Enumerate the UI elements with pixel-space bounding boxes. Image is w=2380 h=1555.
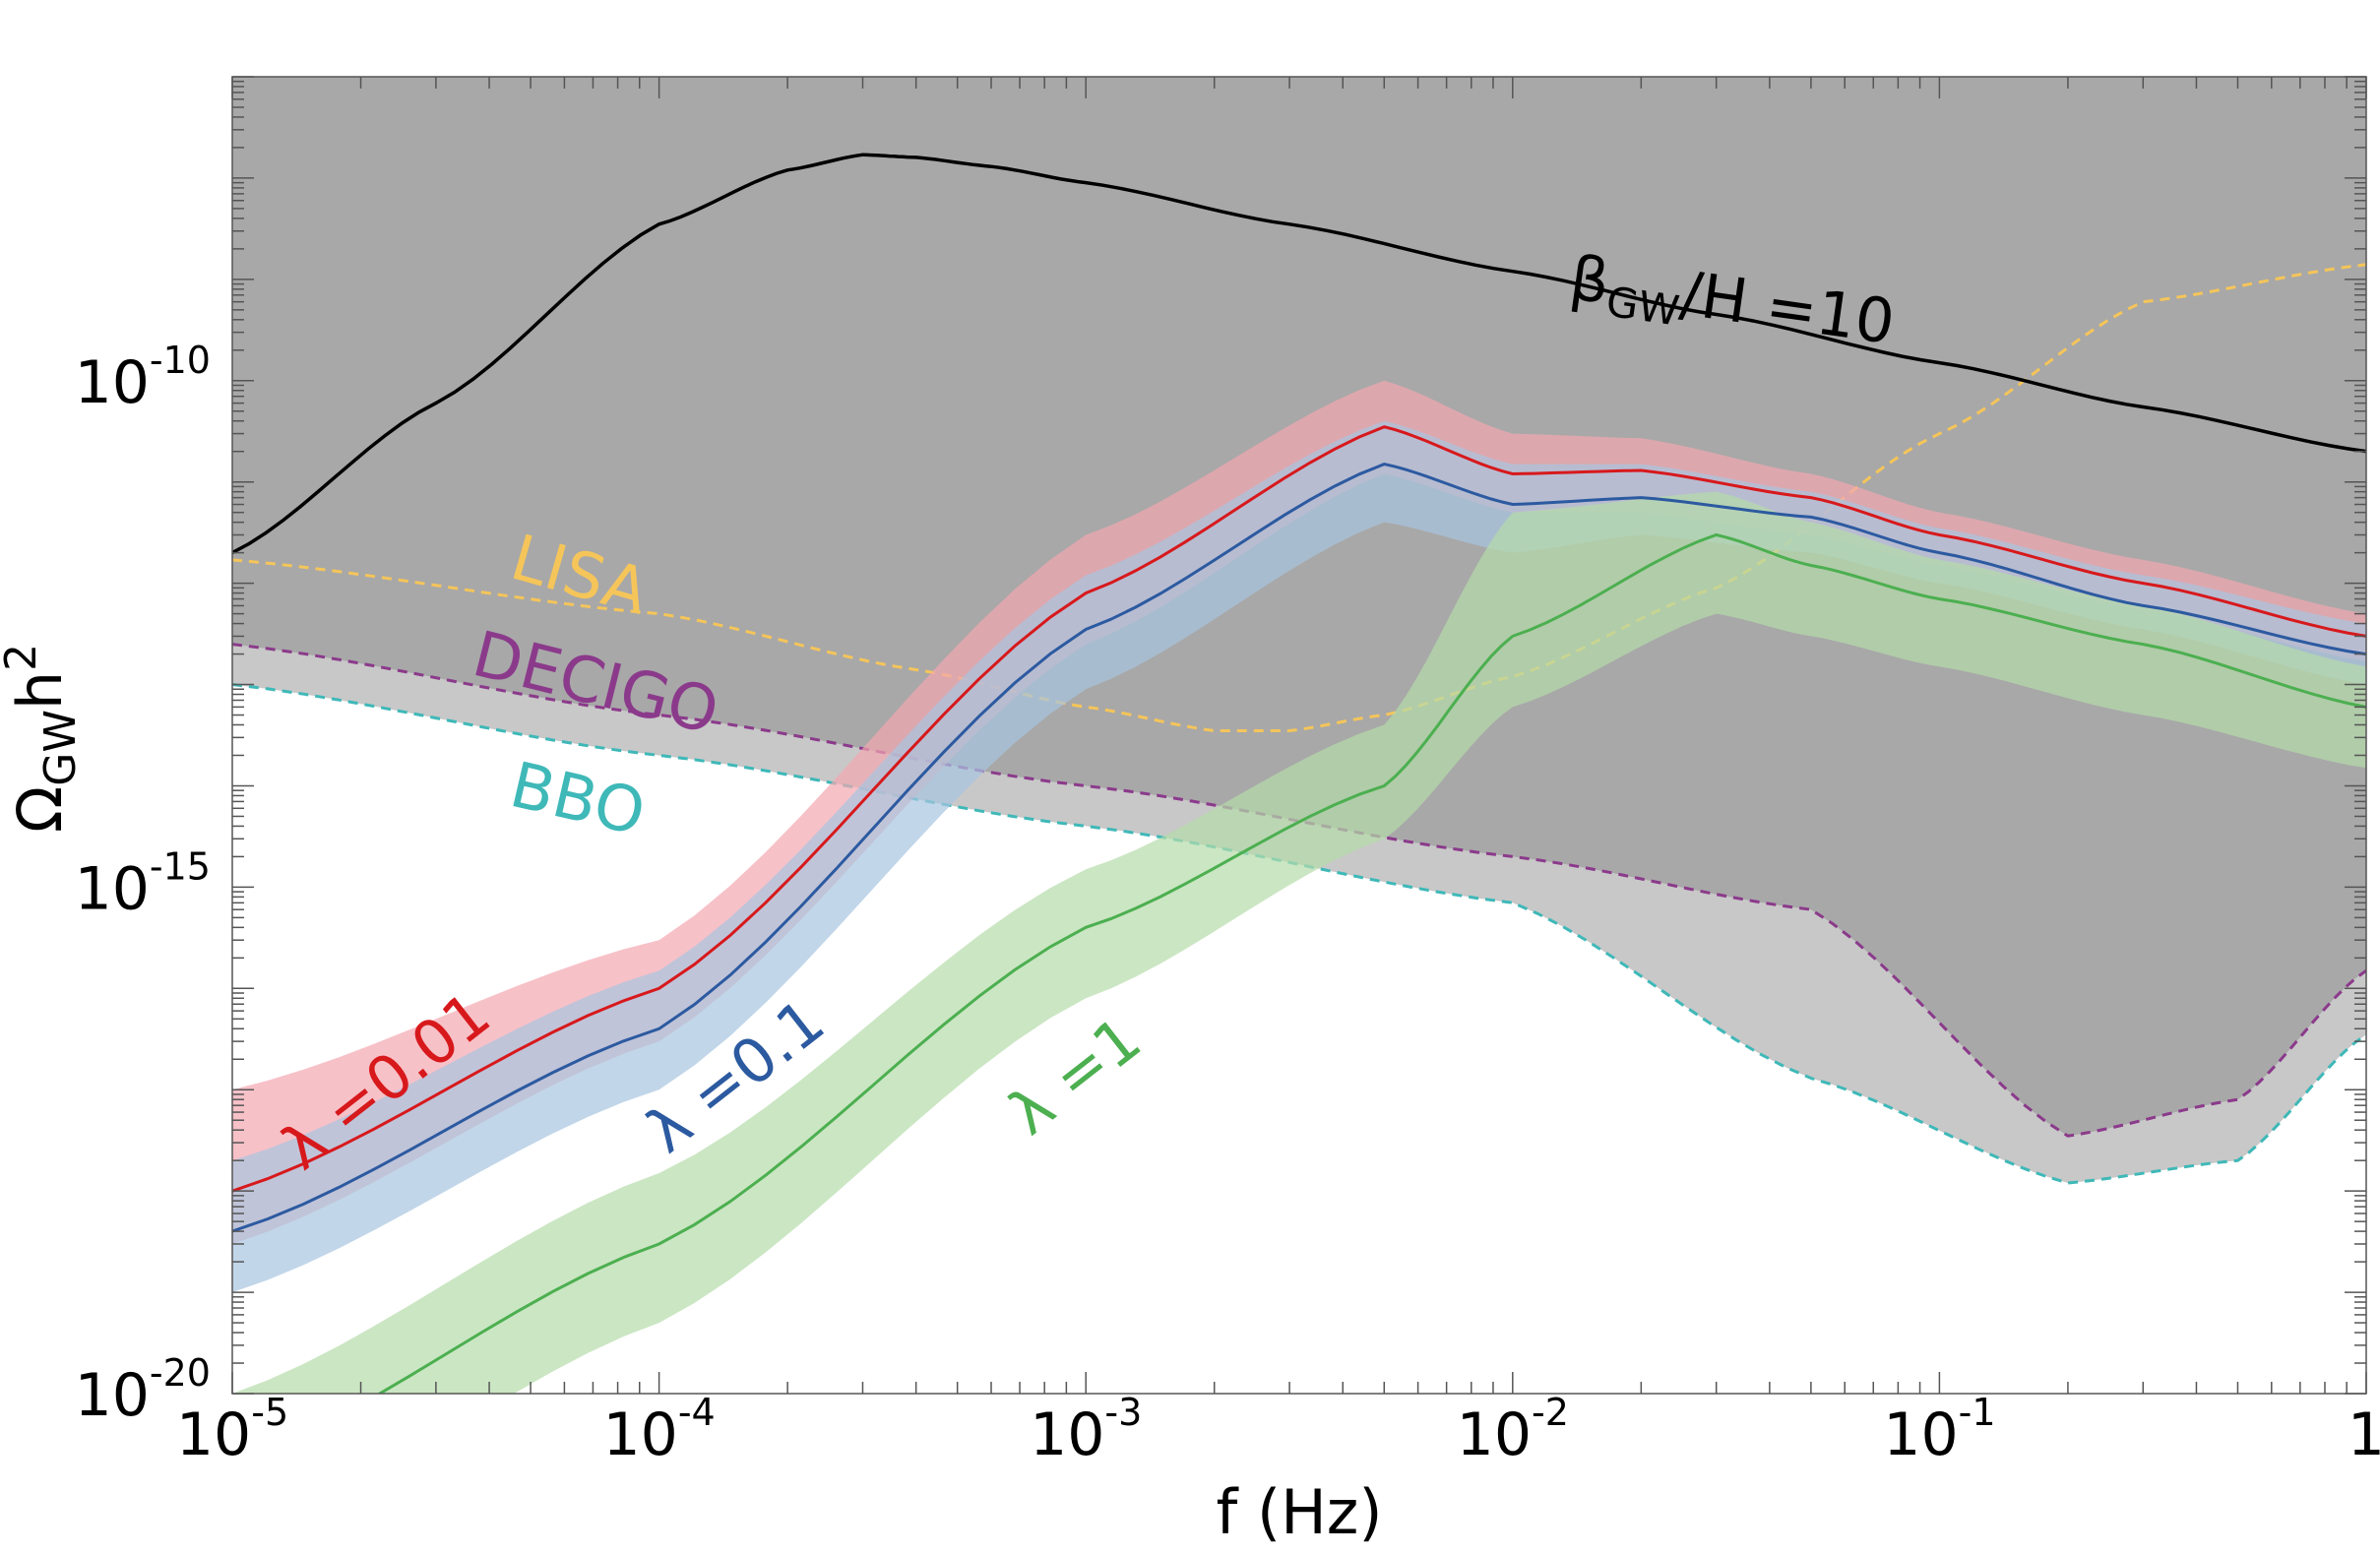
x-tick-label: 10-3	[1030, 1391, 1142, 1469]
x-axis-label: f (Hz)	[1216, 1476, 1382, 1548]
y-axis-label-main: Ω	[4, 786, 76, 833]
y-axis-label: ΩGWh2	[0, 644, 86, 833]
svg-text:ΩGWh2: ΩGWh2	[0, 644, 86, 833]
detector-curve-bbo	[232, 683, 2366, 1185]
y-axis-label-tail: h	[4, 671, 76, 710]
y-axis-label-sub: GW	[35, 710, 86, 786]
detector-curve-lisa	[232, 263, 2366, 732]
x-tick-label: 10-1	[1883, 1391, 1995, 1469]
y-tick-label: 10-10	[75, 339, 211, 417]
y-tick-label: 10-15	[75, 844, 211, 923]
series-line-1	[232, 425, 2366, 1193]
y-axis-label-sup: 2	[0, 644, 46, 671]
x-tick-label: 10-2	[1457, 1391, 1569, 1469]
y-tick-label: 10-20	[75, 1351, 211, 1430]
detector-region-lisa	[232, 77, 2366, 731]
series-line-2	[232, 463, 2366, 1233]
x-tick-label: 1	[2348, 1400, 2380, 1469]
plot-frame	[231, 76, 2367, 1395]
x-tick-label: 10-5	[176, 1391, 288, 1469]
detector-curve-decigo	[232, 643, 2366, 1138]
series-band-3	[232, 491, 2366, 1394]
series-line-3	[376, 532, 2366, 1394]
x-tick-label: 10-4	[602, 1391, 715, 1469]
series-line-0	[232, 153, 2366, 555]
plot-area	[232, 77, 2366, 1394]
